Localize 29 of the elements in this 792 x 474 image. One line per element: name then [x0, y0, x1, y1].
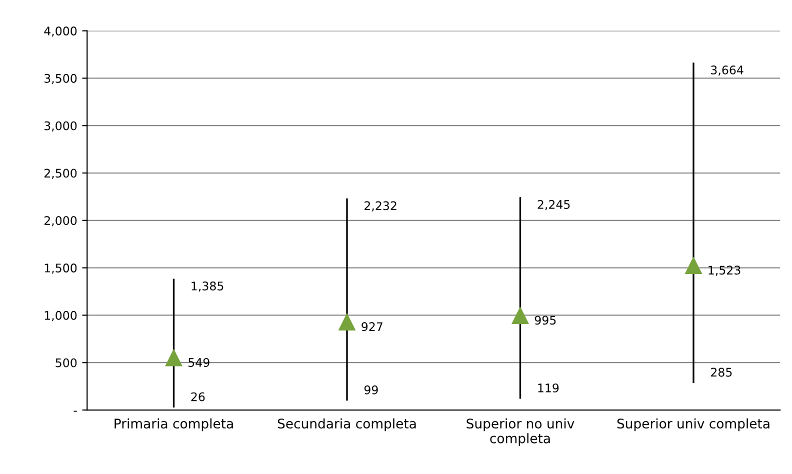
point	[512, 307, 529, 324]
point	[165, 350, 182, 366]
y-tick-label: 3,000	[44, 121, 77, 132]
x-tick-label: Superior univ completa	[617, 418, 770, 432]
data-label: 995	[534, 316, 556, 325]
y-tick-label: 2,500	[44, 168, 77, 179]
y-tick-label: 500	[56, 358, 77, 368]
y-tick-label: -	[74, 410, 77, 412]
y-tick-label: 4,000	[44, 26, 77, 37]
annotation: 3,664	[711, 65, 744, 76]
annotation: 119	[538, 384, 559, 392]
x-tick-label: Superior no univ completa	[466, 418, 574, 446]
annotation: 1,385	[192, 282, 224, 292]
annotation: 2,232	[364, 201, 396, 212]
annotation: 285	[711, 368, 732, 377]
point	[338, 314, 356, 330]
annotation: 99	[364, 385, 378, 394]
annotation: 26	[191, 392, 205, 402]
data-label: 927	[362, 322, 382, 332]
point	[685, 257, 702, 274]
y-tick-label: 2,000	[44, 216, 77, 226]
y-tick-label: 1,500	[44, 264, 77, 274]
data-label: 1,523	[708, 266, 740, 276]
x-tick-label: Primaria completa	[114, 418, 233, 432]
x-tick-label: Secundaria completa	[278, 418, 416, 432]
data-label: 549	[188, 358, 210, 367]
annotation: 2,245	[538, 200, 570, 210]
y-tick-label: 1,000	[44, 310, 77, 322]
y-tick-label: 3,500	[44, 74, 77, 84]
